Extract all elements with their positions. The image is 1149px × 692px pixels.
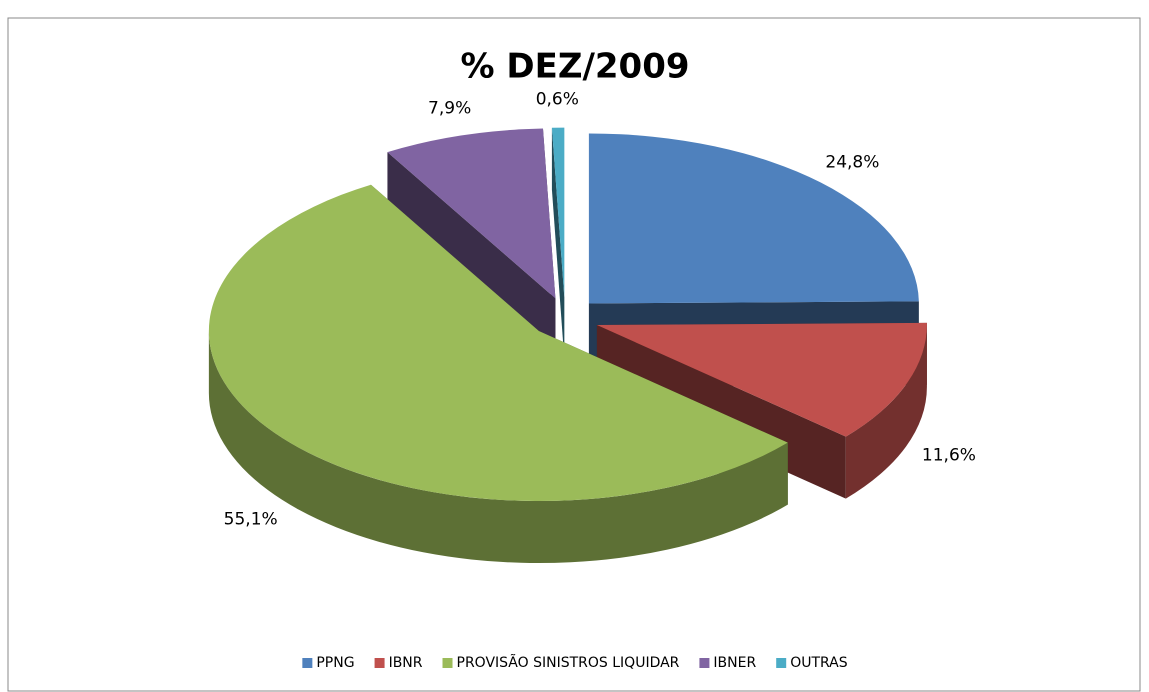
legend-swatch: [776, 658, 787, 668]
slice-wall: [845, 325, 927, 499]
chart-title: % DEZ/2009: [460, 47, 689, 87]
slice-labels: 24,8% 11,6% 55,1% 7,9% 0,6%: [224, 90, 976, 530]
data-label: 24,8%: [825, 153, 879, 173]
slice: [596, 322, 927, 437]
slice-side: [387, 152, 556, 361]
data-label: 55,1%: [224, 510, 278, 530]
legend-label: PPNG: [316, 655, 354, 671]
slice: [387, 128, 556, 299]
slice: [551, 127, 565, 298]
legend-label: IBNR: [389, 655, 423, 671]
slice-tops: [208, 127, 927, 502]
legend-swatch: [442, 658, 453, 668]
legend: PPNG IBNR PROVISÃO SINISTROS LIQUIDAR IBNER…: [302, 654, 848, 671]
data-label: 7,9%: [428, 98, 471, 118]
legend-swatch: [699, 658, 710, 668]
legend-label: OUTRAS: [790, 655, 848, 671]
legend-swatch: [302, 658, 313, 668]
data-label: 11,6%: [922, 445, 976, 465]
slice: [588, 133, 919, 304]
data-label: 0,6%: [536, 90, 579, 110]
slice-wall: [208, 331, 788, 564]
slice-side: [551, 127, 565, 360]
legend-label: PROVISÃO SINISTROS LIQUIDAR: [457, 654, 680, 671]
legend-label: IBNER: [713, 655, 756, 671]
slice: [208, 184, 788, 502]
legend-swatch: [374, 658, 385, 668]
